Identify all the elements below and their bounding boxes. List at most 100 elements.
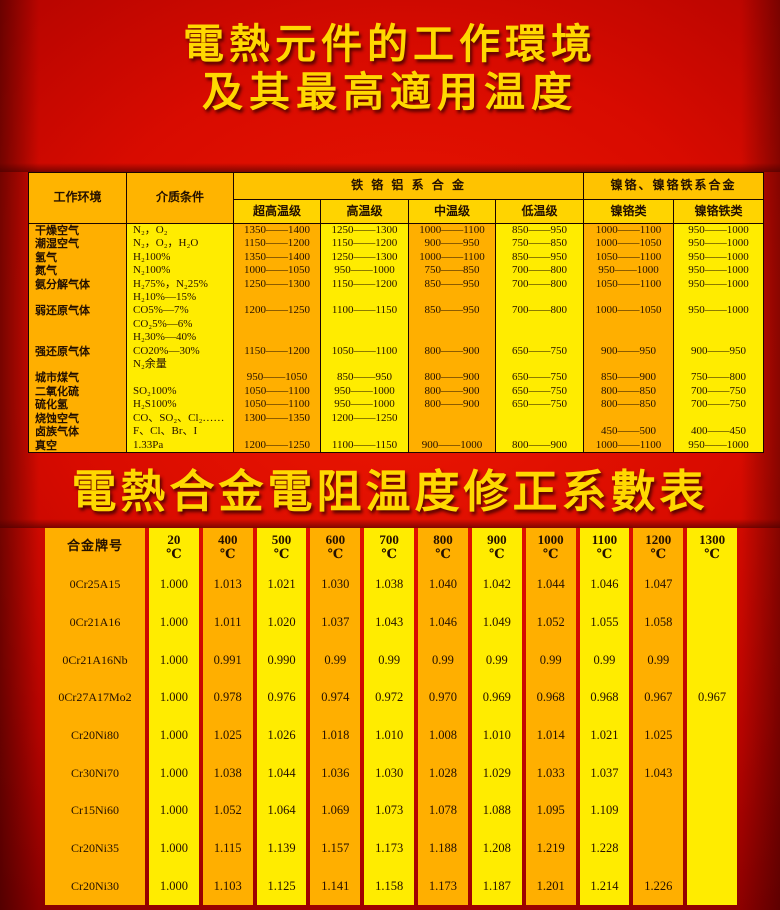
- coeff-cell-value-800: 0.99: [418, 641, 468, 679]
- env-cell-value-high: [320, 425, 409, 439]
- env-cell-environment: 烧蚀空气: [28, 411, 127, 426]
- coeff-cell-value-700: 1.043: [364, 603, 415, 642]
- env-cell-value-nicr: 850——900: [583, 371, 675, 385]
- coeff-header-temp-600: 600 ℃: [310, 528, 361, 566]
- env-cell-medium: H₂10%—15% CO5%—7% CO₂5%—6%: [126, 291, 234, 332]
- env-cell-environment: 干燥空气: [28, 223, 127, 238]
- env-cell-value-nicr: 1050——1100: [583, 277, 675, 292]
- section-title: 電熱合金電阻温度修正系數表: [71, 465, 709, 518]
- coeff-cell-value-700: 1.073: [364, 792, 415, 830]
- coeff-cell-value-700: 0.99: [364, 641, 415, 679]
- env-cell-value-ultra-high: 1350——1400: [233, 250, 321, 265]
- env-cell-medium: 1.33Pa: [126, 438, 234, 453]
- env-table-header-row-groups: 工作环境 介质条件 铁 铬 铝 系 合 金 镍铬、镍铬铁系合金: [28, 172, 765, 224]
- env-cell-medium: SO₂100%: [126, 384, 234, 399]
- coeff-cell-value-800: 1.046: [418, 603, 468, 642]
- env-table-row: 烧蚀空气 CO、SO₂、Cl₂…… 1300——1350 1200——1250: [28, 411, 765, 426]
- env-cell-value-medium: 800——900: [408, 384, 496, 399]
- coeff-cell-value-1100: 1.228: [579, 829, 630, 868]
- env-cell-value-low: 700——800: [494, 264, 585, 278]
- coeff-cell-value-1300: [687, 603, 737, 642]
- env-cell-value-medium: 900——950: [408, 237, 496, 251]
- coeff-cell-value-500: 1.044: [256, 754, 307, 792]
- env-subheader-nicr: 镍铬类: [583, 199, 675, 224]
- env-header-group-nicr: 镍铬、镍铬铁系合金: [583, 172, 765, 200]
- coeff-cell-value-800: 0.970: [418, 679, 468, 717]
- env-table-row: 卤族气体 F、Cl、Br、I 450——500 400——450: [28, 425, 765, 439]
- env-cell-environment: 氮气: [28, 264, 127, 278]
- env-cell-value-medium: 850——950: [408, 277, 496, 292]
- coeff-cell-value-1000: 1.052: [525, 603, 576, 642]
- env-cell-value-medium: 800——900: [408, 331, 496, 372]
- coeff-cell-value-1200: 1.043: [633, 754, 684, 792]
- coeff-header-temp-20: 20 ℃: [149, 528, 199, 566]
- coeff-cell-value-800: 1.188: [418, 829, 468, 868]
- env-cell-value-ultra-high: 1350——1400: [233, 223, 321, 238]
- coeff-cell-alloy: Cr20Ni30: [45, 867, 145, 905]
- coeff-cell-value-500: 1.139: [256, 829, 307, 868]
- coeff-cell-value-1000: 1.014: [525, 716, 576, 755]
- coeff-cell-value-700: 1.173: [364, 829, 415, 868]
- env-cell-value-high: 950——1000: [320, 398, 409, 412]
- env-cell-medium: N₂，O₂: [126, 223, 234, 238]
- env-cell-value-medium: 1000——1100: [408, 250, 496, 265]
- env-cell-value-low: 650——750: [494, 371, 585, 385]
- env-cell-value-low: 850——950: [494, 250, 585, 265]
- env-table-header: 工作环境 介质条件 铁 铬 铝 系 合 金 镍铬、镍铬铁系合金 超高温级 高温级…: [28, 172, 765, 224]
- env-table-row: 强还原气体 H₂30%—40% CO20%—30% N₂余量 1150——120…: [28, 331, 765, 372]
- env-cell-value-nicr: 1000——1100: [583, 223, 675, 238]
- env-cell-value-ultra-high: [233, 425, 321, 439]
- coeff-cell-value-600: 1.157: [310, 829, 361, 868]
- env-cell-value-high: 950——1000: [320, 384, 409, 399]
- env-subheader-high: 高温级: [320, 199, 409, 224]
- coeff-cell-value-20: 1.000: [149, 754, 199, 792]
- coeff-cell-value-20: 1.000: [149, 566, 199, 604]
- coeff-cell-value-1300: [687, 829, 737, 868]
- env-cell-value-ultra-high: 1050——1100: [233, 398, 321, 412]
- env-cell-environment: 氢气: [28, 250, 127, 265]
- env-cell-value-medium: 1000——1100: [408, 223, 496, 238]
- env-cell-value-nicrfe: 950——1000: [673, 237, 765, 251]
- env-table-row: 氮气 N₂100% 1000——1050 950——1000 750——850 …: [28, 264, 765, 278]
- coeff-cell-value-800: 1.078: [418, 792, 468, 830]
- env-cell-value-high: 850——950: [320, 371, 409, 385]
- env-cell-environment: 氨分解气体: [28, 277, 127, 292]
- coeff-header-temp-500: 500 ℃: [256, 528, 307, 566]
- env-cell-environment: 卤族气体: [28, 425, 127, 439]
- coeff-cell-value-600: 1.141: [310, 867, 361, 905]
- env-header-medium: 介质条件: [126, 172, 234, 224]
- coeff-cell-value-700: 1.158: [364, 867, 415, 905]
- env-cell-value-high: 1100——1150: [320, 438, 409, 453]
- coeff-header-temp-700: 700 ℃: [364, 528, 415, 566]
- coeff-cell-alloy: Cr15Ni60: [45, 792, 145, 830]
- env-cell-value-medium: [408, 425, 496, 439]
- coeff-cell-value-400: 0.991: [202, 641, 253, 679]
- env-table-top-shadow: [0, 163, 780, 172]
- env-cell-value-medium: 900——1000: [408, 438, 496, 453]
- env-cell-value-ultra-high: 1150——1200: [233, 237, 321, 251]
- coeff-cell-value-900: 1.049: [471, 603, 522, 642]
- coeff-cell-value-20: 1.000: [149, 641, 199, 679]
- env-cell-medium: CO、SO₂、Cl₂……: [126, 411, 234, 426]
- coeff-cell-value-600: 1.030: [310, 566, 361, 604]
- env-cell-value-low: 750——850: [494, 237, 585, 251]
- coeff-cell-value-1100: 1.046: [579, 566, 630, 604]
- env-cell-value-low: 700——800: [494, 291, 585, 332]
- env-cell-value-nicrfe: 750——800: [673, 371, 765, 385]
- env-cell-value-low: [494, 425, 585, 439]
- coeff-cell-alloy: 0Cr21A16Nb: [45, 641, 145, 679]
- coeff-cell-value-500: 0.976: [256, 679, 307, 717]
- env-cell-value-nicr: 900——950: [583, 331, 675, 372]
- env-cell-medium: [126, 371, 234, 385]
- coeff-cell-value-1200: 1.058: [633, 603, 684, 642]
- coeff-cell-value-500: 1.125: [256, 867, 307, 905]
- env-cell-value-nicrfe: 700——750: [673, 384, 765, 399]
- env-cell-value-medium: 750——850: [408, 264, 496, 278]
- env-cell-value-medium: [408, 411, 496, 426]
- env-table-row: 真空 1.33Pa 1200——1250 1100——1150 900——100…: [28, 438, 765, 453]
- env-cell-value-low: 650——750: [494, 331, 585, 372]
- coeff-cell-value-400: 1.011: [202, 603, 253, 642]
- coeff-cell-value-400: 1.103: [202, 867, 253, 905]
- coeff-cell-value-900: 1.187: [471, 867, 522, 905]
- coeff-cell-value-900: 1.042: [471, 566, 522, 604]
